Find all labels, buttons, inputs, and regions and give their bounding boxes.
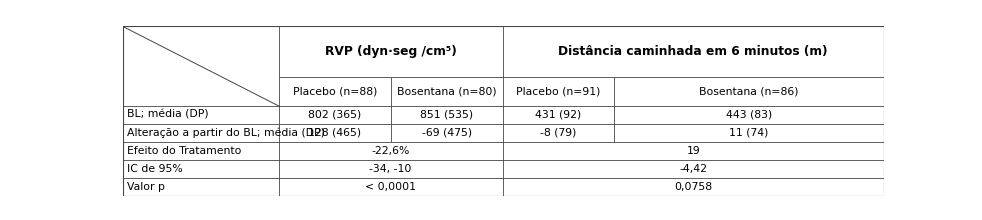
Text: -8 (79): -8 (79)	[540, 128, 576, 138]
Text: BL; média (DP): BL; média (DP)	[128, 110, 209, 120]
Text: 802 (365): 802 (365)	[308, 110, 361, 120]
Text: Distância caminhada em 6 minutos (m): Distância caminhada em 6 minutos (m)	[559, 45, 828, 58]
Text: Efeito do Tratamento: Efeito do Tratamento	[128, 146, 242, 156]
Text: Placebo (n=88): Placebo (n=88)	[293, 87, 377, 97]
Text: 128 (465): 128 (465)	[308, 128, 361, 138]
Text: 11 (74): 11 (74)	[730, 128, 769, 138]
Text: IC de 95%: IC de 95%	[128, 164, 183, 174]
Text: Valor p: Valor p	[128, 182, 165, 192]
Text: 431 (92): 431 (92)	[535, 110, 581, 120]
Text: -69 (475): -69 (475)	[421, 128, 471, 138]
Text: -34, -10: -34, -10	[369, 164, 411, 174]
Text: -4,42: -4,42	[680, 164, 707, 174]
Text: Bosentana (n=80): Bosentana (n=80)	[397, 87, 496, 97]
Text: 19: 19	[686, 146, 700, 156]
Text: Alteração a partir do BL; média (DP): Alteração a partir do BL; média (DP)	[128, 128, 325, 138]
Text: 851 (535): 851 (535)	[420, 110, 473, 120]
Text: 443 (83): 443 (83)	[726, 110, 772, 120]
Text: RVP (dyn·seg /cm⁵): RVP (dyn·seg /cm⁵)	[325, 45, 457, 58]
Text: Placebo (n=91): Placebo (n=91)	[517, 87, 601, 97]
Text: Bosentana (n=86): Bosentana (n=86)	[699, 87, 798, 97]
Text: < 0,0001: < 0,0001	[365, 182, 416, 192]
Text: -22,6%: -22,6%	[371, 146, 409, 156]
Text: 0,0758: 0,0758	[674, 182, 712, 192]
